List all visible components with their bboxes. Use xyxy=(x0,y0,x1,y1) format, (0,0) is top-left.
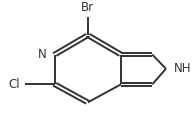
Text: Br: Br xyxy=(81,1,94,14)
Text: Cl: Cl xyxy=(8,78,20,91)
Text: NH: NH xyxy=(174,62,191,75)
Text: N: N xyxy=(38,48,47,61)
